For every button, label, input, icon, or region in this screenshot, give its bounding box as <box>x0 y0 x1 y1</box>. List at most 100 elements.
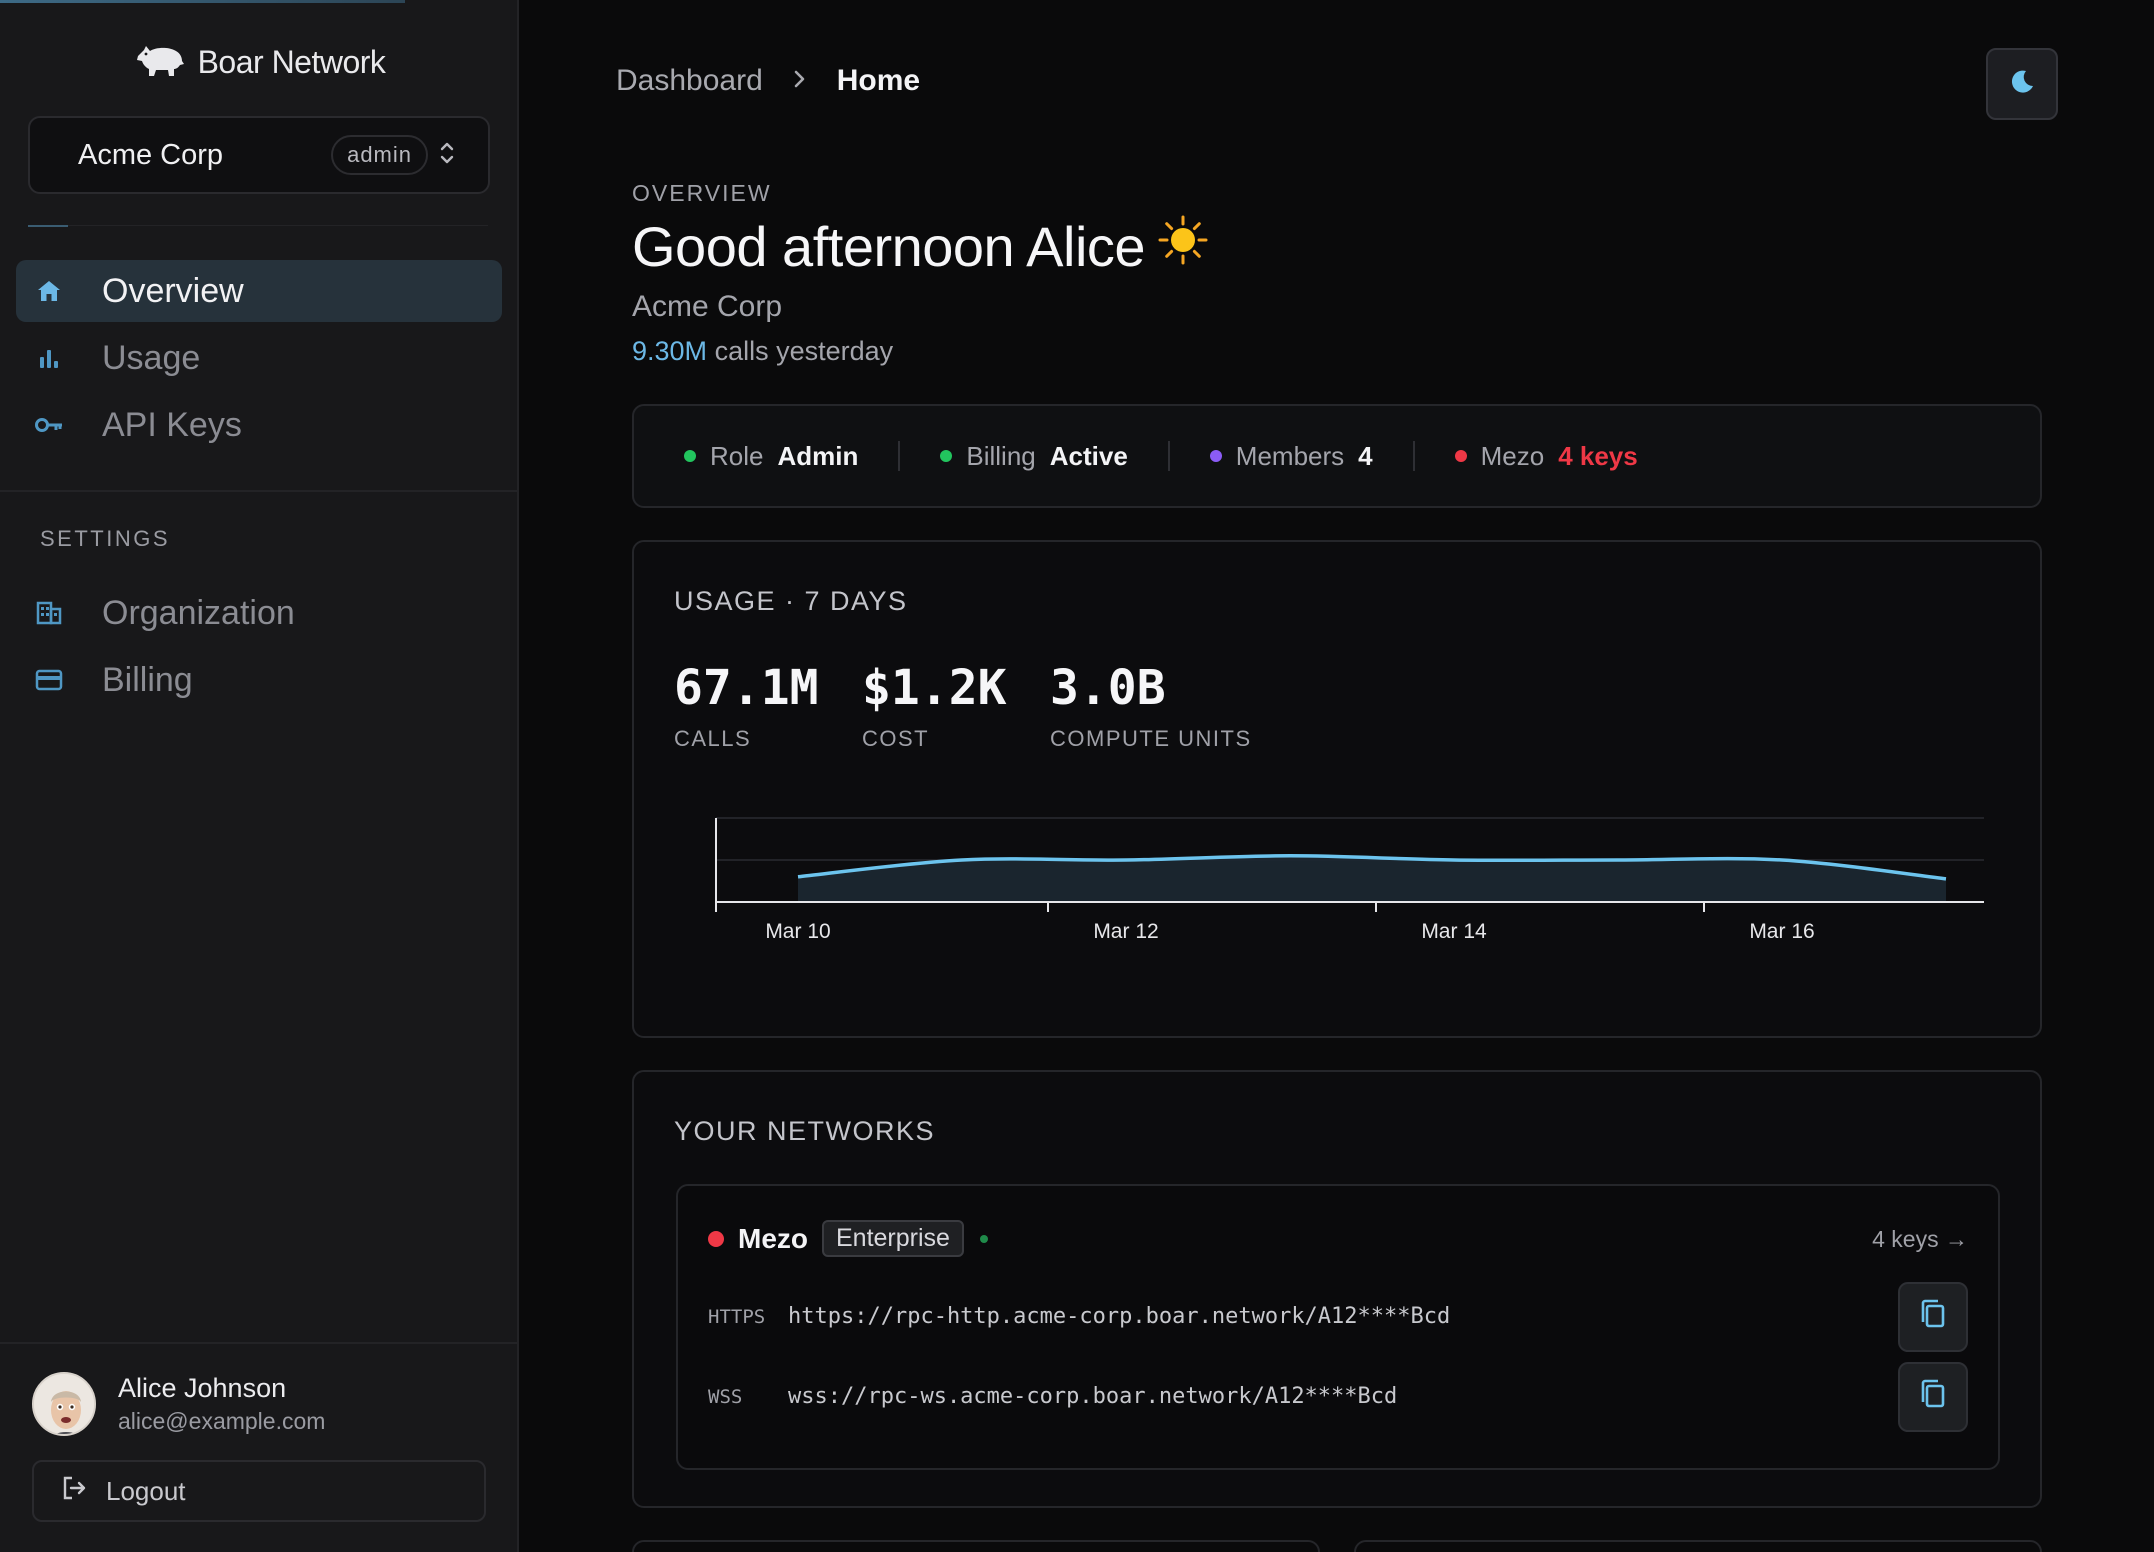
nav-label-billing: Billing <box>102 660 193 699</box>
org-switcher-name: Acme Corp <box>78 138 224 171</box>
network-keys-link[interactable]: 4 keys → <box>1872 1226 1968 1252</box>
copy-icon <box>1918 1298 1948 1337</box>
divider <box>0 490 519 492</box>
copy-icon <box>1918 1378 1948 1417</box>
metric-value: 67.1M <box>674 660 819 716</box>
nav-label-api-keys: API Keys <box>102 405 242 444</box>
endpoint-https: HTTPS https://rpc-http.acme-corp.boar.ne… <box>708 1304 1450 1329</box>
user-name: Alice Johnson <box>118 1373 287 1403</box>
brand[interactable]: Boar Network <box>0 42 519 83</box>
status-value: 4 <box>1358 440 1373 471</box>
usage-chart-svg: Mar 10 Mar 12 Mar 14 Mar 16 <box>715 817 1984 943</box>
logout-button[interactable]: Logout <box>32 1460 486 1522</box>
settings-heading: SETTINGS <box>40 526 171 551</box>
moon-icon <box>2007 67 2037 102</box>
usage-card: USAGE · 7 DAYS 67.1M CALLS $1.2K COST 3.… <box>632 540 2042 1038</box>
status-label: Mezo <box>1480 440 1545 471</box>
networks-card: YOUR NETWORKS Mezo Enterprise 4 keys → H… <box>632 1070 2042 1508</box>
metric-calls: 67.1M CALLS <box>674 660 819 752</box>
metric-value: $1.2K <box>862 660 1007 716</box>
settings-nav: Organization Billing <box>16 582 502 716</box>
status-bar: Role Admin Billing Active Members 4 Mezo… <box>632 404 2042 508</box>
chart-x-tick-label: Mar 14 <box>1421 920 1487 940</box>
network-name: Mezo <box>738 1222 808 1254</box>
divider <box>898 441 901 471</box>
boar-logo-icon <box>134 42 186 83</box>
live-indicator-dot <box>979 1234 988 1243</box>
org-subtitle: Acme Corp <box>632 290 783 323</box>
avatar <box>32 1372 96 1436</box>
network-item: Mezo Enterprise 4 keys → HTTPS https://r… <box>676 1184 2000 1470</box>
status-label: Role <box>710 440 764 471</box>
chart-x-tick-label: Mar 10 <box>765 920 830 940</box>
status-label: Members <box>1235 440 1345 471</box>
nav-item-organization[interactable]: Organization <box>16 582 502 644</box>
metric-value: 3.0B <box>1050 660 1166 716</box>
usage-chart: Mar 10 Mar 12 Mar 14 Mar 16 <box>664 800 1994 943</box>
home-icon <box>34 276 64 306</box>
status-value: Active <box>1049 440 1128 471</box>
breadcrumb-home: Home <box>836 64 921 97</box>
nav-item-api-keys[interactable]: API Keys <box>16 394 502 456</box>
metric-label: CALLS <box>674 726 752 751</box>
divider <box>1167 441 1170 471</box>
endpoint-url: https://rpc-http.acme-corp.boar.network/… <box>788 1304 1451 1329</box>
status-role: Role Admin <box>684 441 858 472</box>
metric-label: COMPUTE UNITS <box>1050 726 1252 751</box>
endpoint-protocol: WSS <box>708 1385 743 1408</box>
status-dot <box>1454 450 1467 462</box>
status-value: 4 keys <box>1558 440 1638 471</box>
sidebar: Boar Network Acme Corp admin Overview Us… <box>0 0 519 1552</box>
chart-x-tick-label: Mar 12 <box>1093 920 1158 940</box>
status-dot <box>940 450 953 462</box>
status-mezo: Mezo 4 keys <box>1454 440 1638 472</box>
tier-badge: Enterprise <box>822 1220 964 1257</box>
calls-summary: 9.30M calls yesterday <box>632 336 893 367</box>
nav-item-overview[interactable]: Overview <box>16 260 502 322</box>
user-email: alice@example.com <box>118 1408 326 1434</box>
logout-icon <box>60 1474 106 1509</box>
building-icon <box>34 598 64 628</box>
divider-accent <box>28 225 68 227</box>
bar-chart-icon <box>34 343 64 373</box>
divider <box>1412 441 1415 471</box>
nav-item-billing[interactable]: Billing <box>16 649 502 711</box>
divider <box>68 225 488 226</box>
sun-icon <box>1157 214 1209 279</box>
top-progress-bar <box>0 0 405 3</box>
nav-label-usage: Usage <box>102 338 201 377</box>
org-switcher[interactable]: Acme Corp admin <box>28 116 490 194</box>
chart-series-line <box>797 854 1947 881</box>
copy-wss-button[interactable] <box>1898 1362 1968 1432</box>
usage-title: USAGE · 7 DAYS <box>674 586 908 616</box>
calls-yesterday-label: calls yesterday <box>714 336 894 366</box>
networks-title: YOUR NETWORKS <box>674 1116 936 1146</box>
theme-toggle-button[interactable] <box>1986 48 2058 120</box>
divider <box>0 1342 519 1344</box>
status-dot <box>1209 450 1222 462</box>
chart-area-fill <box>798 855 1946 902</box>
breadcrumb: Dashboard Home <box>616 64 920 98</box>
chevron-up-down-icon <box>438 138 456 173</box>
status-label: Billing <box>966 440 1036 471</box>
copy-https-button[interactable] <box>1898 1282 1968 1352</box>
status-value: Admin <box>777 440 859 471</box>
network-status-dot <box>708 1230 724 1247</box>
status-dot <box>684 450 696 462</box>
bottom-card-left <box>632 1540 1320 1552</box>
chevron-right-icon <box>793 64 807 98</box>
greeting-heading: Good afternoon Alice <box>632 214 1209 279</box>
logout-label: Logout <box>106 1475 186 1506</box>
brand-name: Boar Network <box>197 44 386 80</box>
user-profile[interactable]: Alice Johnson alice@example.com <box>32 1372 325 1436</box>
breadcrumb-dashboard[interactable]: Dashboard <box>616 64 763 97</box>
chart-x-tick-label: Mar 16 <box>1749 920 1814 940</box>
status-members: Members 4 <box>1209 440 1373 472</box>
nav-item-usage[interactable]: Usage <box>16 327 502 389</box>
main-nav: Overview Usage API Keys <box>16 260 502 461</box>
endpoint-protocol: HTTPS <box>708 1305 766 1328</box>
nav-label-overview: Overview <box>102 271 244 310</box>
metric-compute-units: 3.0B COMPUTE UNITS <box>1050 660 1252 752</box>
bottom-card-right <box>1354 1540 2042 1552</box>
nav-label-organization: Organization <box>102 593 295 632</box>
